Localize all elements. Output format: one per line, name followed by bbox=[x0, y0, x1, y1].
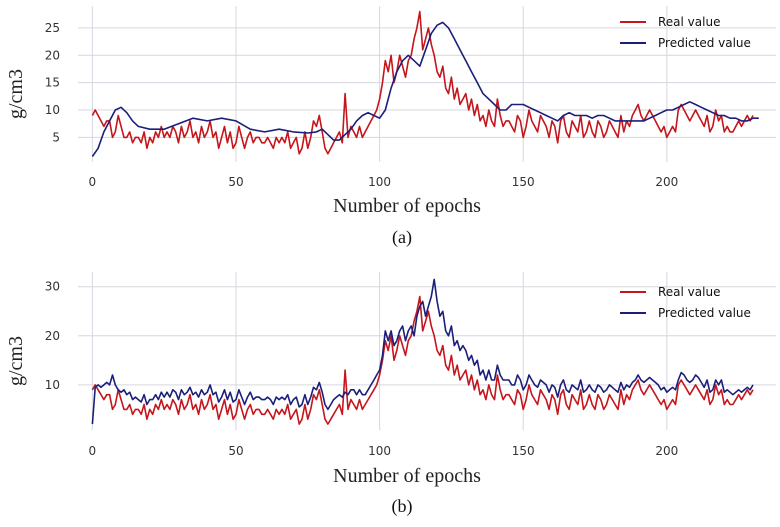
y-axis-label: g/cm3 bbox=[5, 336, 27, 386]
legend: Real value Predicted value bbox=[620, 285, 751, 320]
y-tick-label: 25 bbox=[45, 21, 60, 35]
y-tick-label: 15 bbox=[45, 76, 60, 90]
y-tick-label: 20 bbox=[45, 48, 60, 62]
legend-label-real-value: Real value bbox=[658, 285, 720, 299]
x-tick-label: 150 bbox=[512, 444, 535, 458]
x-axis-label: Number of epochs bbox=[333, 465, 481, 487]
x-tick-label: 0 bbox=[89, 444, 97, 458]
legend-label-predicted-value: Predicted value bbox=[658, 36, 751, 50]
x-tick-label: 0 bbox=[89, 175, 97, 189]
series-line-predicted-value bbox=[91, 21, 759, 157]
x-tick-label: 150 bbox=[512, 175, 535, 189]
x-tick-label: 200 bbox=[655, 444, 678, 458]
x-tick-label: 50 bbox=[228, 175, 243, 189]
y-tick-label: 20 bbox=[45, 329, 60, 343]
y-tick-label: 5 bbox=[52, 130, 60, 144]
y-tick-label: 10 bbox=[45, 378, 60, 392]
series-line-predicted-value bbox=[91, 278, 754, 425]
series-line-real-value bbox=[91, 10, 754, 155]
series-line-real-value bbox=[91, 295, 754, 425]
panel-caption: (a) bbox=[392, 227, 412, 248]
x-tick-label: 100 bbox=[368, 444, 391, 458]
legend: Real value Predicted value bbox=[620, 15, 751, 50]
legend-label-real-value: Real value bbox=[658, 15, 720, 29]
chart-panel-b: 0 50 100 150 200 10 20 30 Number of epochs g/cm3 (… bbox=[5, 272, 776, 517]
x-tick-label: 100 bbox=[368, 175, 391, 189]
legend-label-predicted-value: Predicted value bbox=[658, 306, 751, 320]
x-axis-label: Number of epochs bbox=[333, 195, 481, 217]
panel-caption: (b) bbox=[392, 496, 413, 517]
y-axis-label: g/cm3 bbox=[5, 69, 27, 119]
y-tick-label: 30 bbox=[45, 280, 60, 294]
y-tick-label: 10 bbox=[45, 103, 60, 117]
x-tick-label: 50 bbox=[228, 444, 243, 458]
x-tick-label: 200 bbox=[655, 175, 678, 189]
chart-panel-a: 0 50 100 150 200 5 10 15 20 25 Number of epochs g/c… bbox=[5, 6, 776, 248]
